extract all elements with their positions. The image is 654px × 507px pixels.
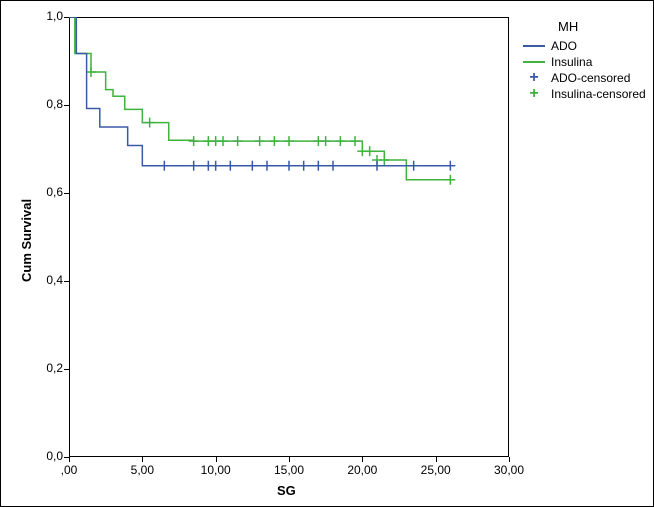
y-tick: [64, 193, 69, 194]
censor-mark: [233, 136, 243, 146]
censor-mark: [299, 161, 309, 171]
x-axis-title: SG: [277, 483, 296, 498]
x-tick: [142, 457, 143, 462]
y-tick-label: 0,2: [39, 361, 63, 375]
censor-mark: [365, 146, 375, 156]
censor-mark: [335, 136, 345, 146]
censor-mark: [321, 136, 331, 146]
x-tick: [509, 457, 510, 462]
censor-mark: [211, 161, 221, 171]
x-tick-label: 20,00: [344, 463, 380, 477]
censor-mark: [328, 161, 338, 171]
legend-item: ADO: [523, 39, 577, 53]
series-Insulina: [69, 17, 450, 180]
censor-mark: [247, 161, 257, 171]
censor-mark: [218, 136, 228, 146]
censor-mark: [269, 136, 279, 146]
y-tick-label: 0,0: [39, 449, 63, 463]
legend-swatch-plus: +: [523, 88, 545, 100]
y-tick: [64, 17, 69, 18]
y-tick-label: 0,6: [39, 185, 63, 199]
x-tick: [436, 457, 437, 462]
censor-mark: [145, 118, 155, 128]
x-tick-label: ,00: [51, 463, 87, 477]
y-tick-label: 0,4: [39, 273, 63, 287]
censor-mark: [284, 161, 294, 171]
x-tick-label: 5,00: [124, 463, 160, 477]
censor-mark: [189, 161, 199, 171]
censor-mark: [284, 136, 294, 146]
censor-mark: [225, 161, 235, 171]
chart-container: Cum Survival SG MH ,00 5,00 10,00 15,00 20,0…: [0, 0, 654, 507]
legend-label: ADO-censored: [551, 71, 630, 85]
censor-mark: [445, 175, 455, 185]
censor-mark: [262, 161, 272, 171]
censor-mark: [445, 161, 455, 171]
x-tick: [362, 457, 363, 462]
y-tick-label: 1,0: [39, 9, 63, 23]
y-axis-title: Cum Survival: [19, 199, 34, 282]
y-tick: [64, 105, 69, 106]
legend-label: Insulina-censored: [551, 87, 646, 101]
legend-swatch-line: [523, 61, 545, 63]
y-tick: [64, 369, 69, 370]
censor-mark: [372, 161, 382, 171]
x-tick-label: 30,00: [491, 463, 527, 477]
x-tick-label: 10,00: [198, 463, 234, 477]
x-tick: [216, 457, 217, 462]
x-tick-label: 15,00: [271, 463, 307, 477]
legend-label: Insulina: [551, 55, 592, 69]
plot-svg: [69, 17, 509, 457]
x-tick-label: 25,00: [418, 463, 454, 477]
legend-swatch-line: [523, 45, 545, 47]
legend-item: Insulina: [523, 55, 592, 69]
legend-swatch-plus: +: [523, 72, 545, 84]
censor-mark: [379, 155, 389, 165]
censor-mark: [350, 136, 360, 146]
censor-mark: [255, 136, 265, 146]
legend-item: + ADO-censored: [523, 71, 630, 85]
censor-mark: [409, 161, 419, 171]
x-tick: [289, 457, 290, 462]
censor-mark: [189, 136, 199, 146]
legend-title: MH: [558, 19, 578, 34]
y-tick-label: 0,8: [39, 97, 63, 111]
x-tick: [69, 457, 70, 462]
y-tick: [64, 457, 69, 458]
y-tick: [64, 281, 69, 282]
censor-mark: [159, 161, 169, 171]
censor-mark: [313, 161, 323, 171]
censor-mark: [86, 67, 96, 77]
legend-item: + Insulina-censored: [523, 87, 646, 101]
legend-label: ADO: [551, 39, 577, 53]
